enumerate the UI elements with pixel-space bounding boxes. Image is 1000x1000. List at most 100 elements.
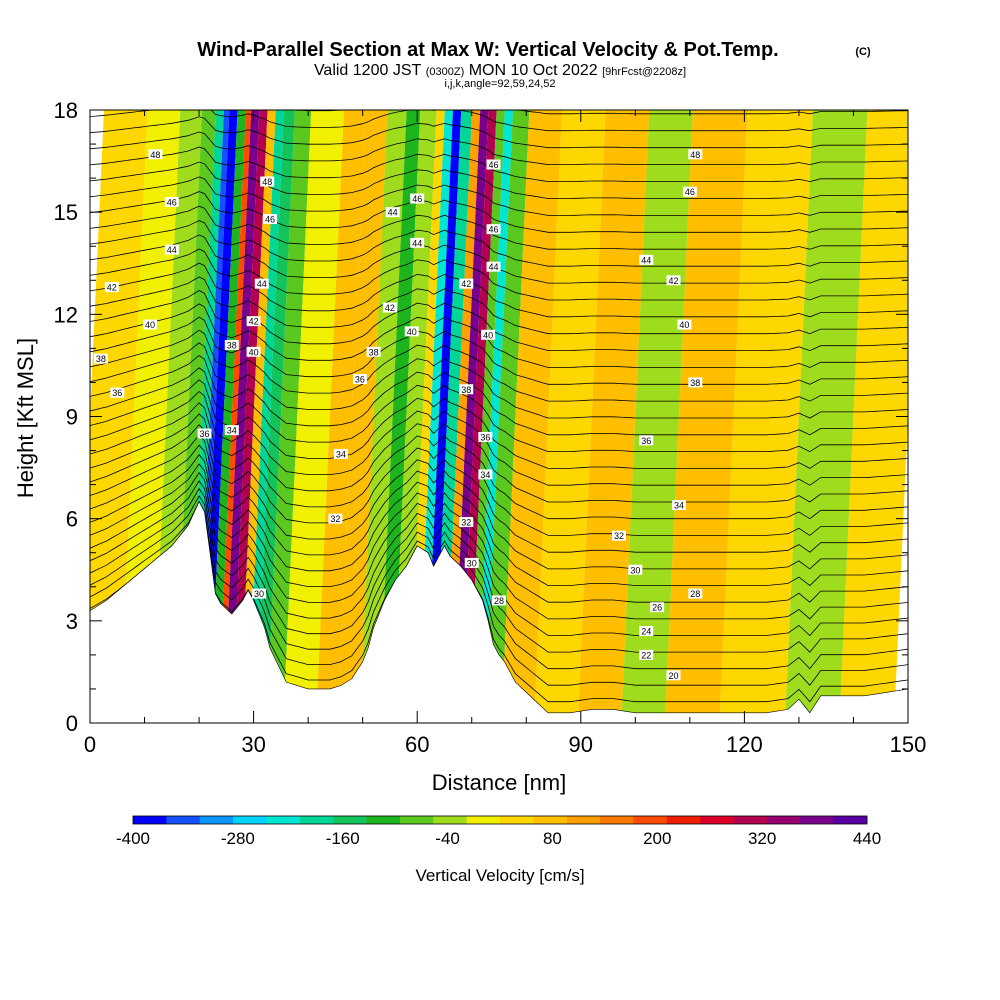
colorbar-tick-label: -40 (435, 829, 460, 848)
w-band (501, 110, 563, 723)
contour-label-bg (246, 346, 261, 357)
contour-label: 30 (630, 565, 640, 575)
colorbar-swatch (133, 816, 167, 824)
y-tick-label: 18 (54, 98, 78, 123)
w-band (255, 110, 295, 723)
contour-label-bg (164, 244, 179, 255)
theta-isoline (90, 262, 908, 318)
x-tick-label: 60 (405, 732, 429, 757)
colorbar-swatch (366, 816, 401, 824)
theta-isoline (90, 500, 908, 686)
contour-label: 42 (107, 283, 117, 293)
contour-label-bg (197, 428, 212, 439)
colorbar-tick-label: 440 (853, 829, 881, 848)
contour-label-bg (688, 149, 703, 160)
colorbar-tick-label: 320 (748, 829, 776, 848)
contour-label: 34 (227, 426, 237, 436)
contour-label-bg (481, 329, 496, 340)
colorbar: -400 -280 -160 -40 80 200 320 440 (116, 815, 881, 848)
theta-isoline (90, 488, 908, 653)
colorbar-label: Vertical Velocity [cm/s] (415, 866, 584, 885)
contour-label: 44 (641, 255, 651, 265)
theta-isoline (90, 329, 908, 402)
contour-label: 40 (249, 347, 259, 357)
contour-label-bg (254, 278, 269, 289)
colorbar-swatch (600, 816, 634, 824)
valid-utc: (0300Z) (426, 66, 465, 78)
colorbar-swatch (666, 816, 701, 824)
colorbar-tick-label: -280 (221, 829, 255, 848)
contour-label-bg (410, 193, 425, 204)
contour-label-bg (486, 261, 501, 272)
contour-label-bg (260, 176, 275, 187)
colorbar-swatch (500, 816, 534, 824)
x-tick-label: 90 (569, 732, 593, 757)
forecast-label: [9hrFcst@2208z] (602, 66, 686, 78)
contour-label: 40 (407, 327, 417, 337)
w-band (247, 110, 284, 723)
theta-isoline (90, 316, 908, 385)
x-axis-label: Distance [nm] (432, 770, 567, 795)
contour-label-bg (366, 346, 381, 357)
w-band (359, 110, 407, 723)
contour-label: 38 (369, 347, 379, 357)
contour-label: 36 (200, 429, 210, 439)
theta-isoline (90, 463, 908, 603)
w-band (664, 110, 748, 723)
contour-label: 38 (96, 354, 106, 364)
colorbar-swatch (633, 816, 668, 824)
contour-label: 40 (145, 320, 155, 330)
contour-label-bg (478, 469, 493, 480)
w-band (719, 110, 813, 723)
contour-label-bg (650, 602, 665, 613)
contour-label-bg (464, 557, 479, 568)
contour-label-bg (459, 278, 474, 289)
contour-label-bg (142, 319, 157, 330)
contour-label: 44 (257, 279, 267, 289)
section-params: i,j,k,angle=92,59,24,52 (444, 78, 555, 90)
colorbar-swatch (700, 816, 734, 824)
contour-label: 36 (641, 436, 651, 446)
colorbar-swatch (766, 816, 801, 824)
colorbar-swatch (833, 816, 868, 824)
contour-label: 42 (668, 276, 678, 286)
contour-label-bg (666, 275, 681, 286)
theta-contours (90, 110, 908, 703)
w-band (476, 110, 513, 723)
contour-label: 38 (461, 385, 471, 395)
colorbar-swatch (266, 816, 301, 824)
theta-isoline (90, 500, 908, 703)
theta-isoline (90, 402, 908, 503)
contour-labels: 48 46 44 42 40 38 36 36 34 38 40 42 44 46 48 30 32 34 36 38… (93, 149, 703, 681)
w-band (231, 110, 268, 723)
colorbar-tick-label: 200 (643, 829, 671, 848)
contour-label-bg (410, 237, 425, 248)
copyright-mark: (C) (855, 46, 871, 58)
contour-label: 46 (412, 194, 422, 204)
contour-label-bg (404, 326, 419, 337)
contour-label: 20 (668, 671, 678, 681)
y-tick-label: 9 (66, 405, 78, 430)
x-tick-label: 30 (241, 732, 265, 757)
contour-label-bg (385, 207, 400, 218)
theta-isoline (90, 290, 908, 352)
contour-label: 30 (467, 558, 477, 568)
contour-label: 32 (614, 531, 624, 541)
colorbar-swatch (533, 816, 568, 824)
theta-isoline (90, 444, 908, 570)
contour-label: 48 (150, 150, 160, 160)
theta-isoline (90, 220, 908, 267)
contour-label: 32 (461, 518, 471, 528)
contour-label-bg (93, 353, 108, 364)
contour-label-bg (486, 159, 501, 170)
contour-label: 34 (480, 470, 490, 480)
w-band (485, 110, 530, 723)
y-tick-label: 6 (66, 507, 78, 532)
contour-label-bg (611, 530, 626, 541)
theta-isoline (90, 454, 908, 587)
contour-label: 46 (265, 214, 275, 224)
valid-date: MON 10 Oct 2022 (469, 62, 598, 79)
valid-time: Valid 1200 JST (0300Z) MON 10 Oct 2022 [… (314, 62, 686, 79)
contour-label-bg (104, 282, 119, 293)
